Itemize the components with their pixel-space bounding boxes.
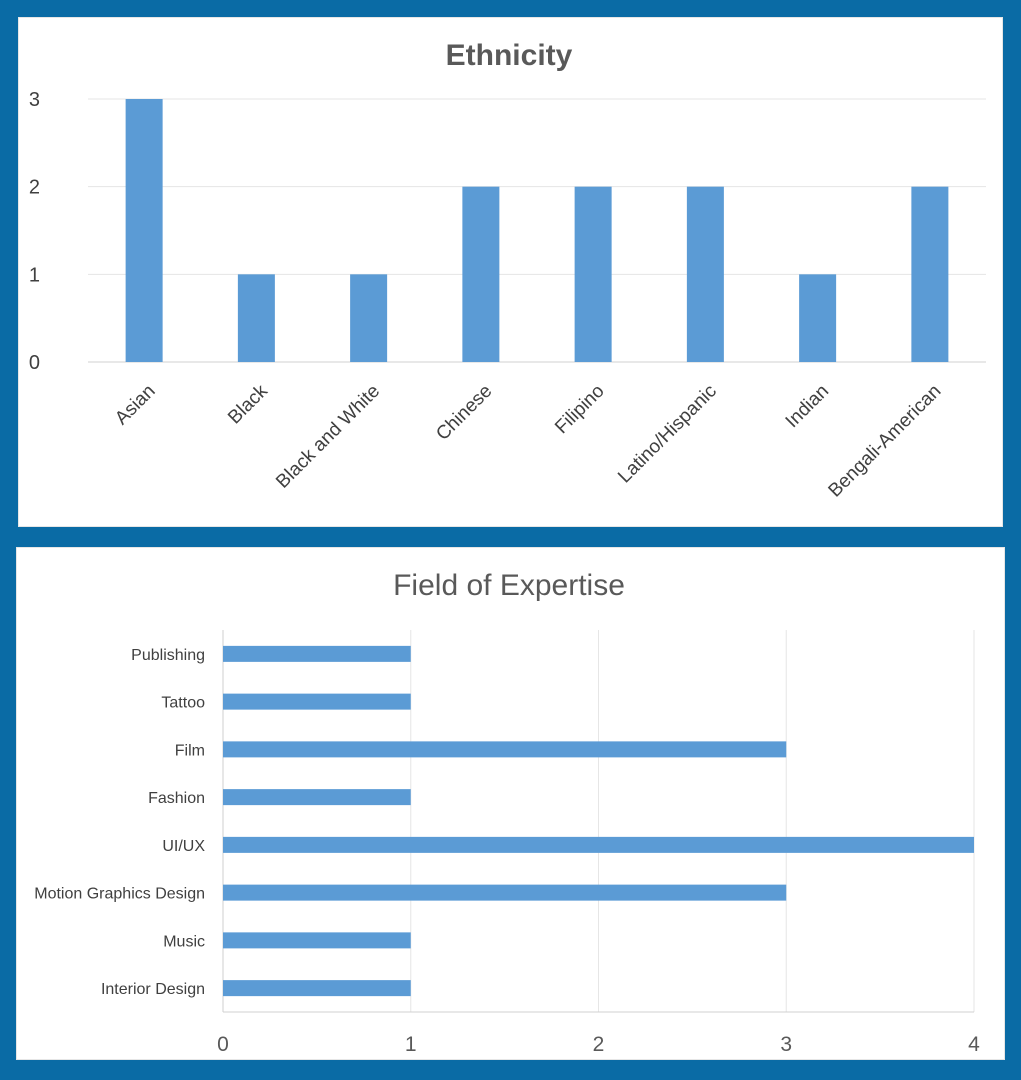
y-axis-labels: Publishing Tattoo Film Fashion UI/UX Motion G… — [34, 647, 205, 998]
bar-bengali-american — [911, 186, 949, 362]
ethnicity-chart-panel: Ethnicity 0 1 2 3 Asian Black Black and White… — [18, 17, 1003, 527]
bars — [125, 99, 949, 362]
expertise-chart-panel: Field of Expertise 0 1 2 3 4 Publishing Tatto… — [16, 547, 1005, 1060]
x-tick-label: Asian — [111, 381, 159, 429]
bar-latino-hispanic — [686, 186, 724, 362]
x-tick-label: Bengali-American — [825, 381, 946, 502]
bar-indian — [799, 274, 837, 362]
bar-tattoo — [223, 693, 411, 710]
x-tick-label: 1 — [405, 1033, 417, 1056]
bar-fashion — [223, 789, 411, 806]
y-tick-label: 0 — [29, 352, 40, 374]
x-tick-label: Black and White — [272, 381, 384, 493]
y-tick-label: Publishing — [131, 647, 205, 664]
y-tick-label: 1 — [29, 264, 40, 286]
bar-asian — [125, 99, 163, 362]
gridlines — [88, 98, 986, 363]
x-axis-labels: Asian Black Black and White Chinese Filipino… — [111, 380, 945, 501]
y-tick-label: Tattoo — [161, 695, 205, 712]
y-tick-label: 2 — [29, 177, 40, 199]
gridlines — [222, 630, 975, 1013]
bar-music — [223, 932, 411, 949]
expertise-chart: Field of Expertise 0 1 2 3 4 Publishing Tatto… — [34, 569, 980, 1056]
y-tick-label: Interior Design — [101, 981, 205, 998]
y-axis-ticks: 0 1 2 3 — [29, 89, 40, 374]
bar-chinese — [462, 186, 500, 362]
y-tick-label: Film — [175, 742, 205, 759]
x-tick-label: Latino/Hispanic — [614, 381, 721, 488]
bar-film — [223, 741, 787, 758]
x-tick-label: Chinese — [432, 381, 496, 445]
y-tick-label: 3 — [29, 89, 40, 111]
y-tick-label: Motion Graphics Design — [34, 886, 205, 903]
bars — [223, 645, 974, 997]
y-tick-label: Fashion — [148, 790, 205, 807]
x-tick-label: Indian — [782, 381, 833, 432]
x-tick-label: 0 — [217, 1033, 229, 1056]
bar-black-and-white — [350, 274, 388, 362]
bar-black — [237, 274, 275, 362]
bar-ui-ux — [223, 836, 974, 853]
y-tick-label: UI/UX — [162, 838, 205, 855]
x-tick-label: 3 — [780, 1033, 792, 1056]
chart-title: Field of Expertise — [393, 569, 625, 602]
bar-interior-design — [223, 980, 411, 997]
bar-filipino — [574, 186, 612, 362]
x-tick-label: 2 — [593, 1033, 605, 1056]
ethnicity-chart: Ethnicity 0 1 2 3 Asian Black Black and White… — [29, 39, 986, 502]
x-tick-label: Black — [224, 380, 272, 428]
chart-title: Ethnicity — [446, 39, 573, 72]
x-tick-label: 4 — [968, 1033, 980, 1056]
bar-motion-graphics-design — [223, 884, 787, 901]
x-tick-label: Filipino — [551, 381, 608, 438]
x-axis-ticks: 0 1 2 3 4 — [217, 1033, 980, 1056]
bar-publishing — [223, 645, 411, 662]
y-tick-label: Music — [163, 933, 205, 950]
